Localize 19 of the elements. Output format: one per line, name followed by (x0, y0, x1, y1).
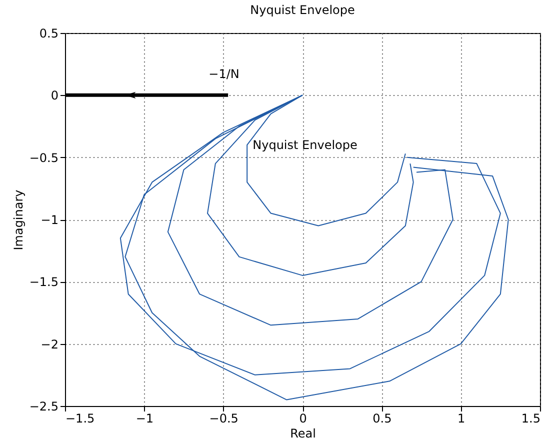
x-tick-label: 0.5 (372, 412, 392, 426)
chart-title: Nyquist Envelope (250, 3, 355, 17)
x-tick-label: −1 (136, 412, 154, 426)
x-tick-label: 0 (299, 412, 307, 426)
y-tick-label: −1 (40, 213, 58, 227)
y-tick-label: −1.5 (29, 275, 58, 290)
y-tick-label: −2.5 (29, 400, 58, 414)
x-tick-label: 1 (458, 412, 466, 426)
y-tick-label: −0.5 (29, 150, 58, 165)
x-tick-label: −1.5 (66, 412, 95, 426)
annotation: −1/N (208, 67, 240, 81)
y-tick-label: 0.5 (39, 26, 58, 40)
x-tick-label: 1.5 (521, 412, 540, 426)
y-axis-title: Imaginary (11, 190, 26, 250)
y-tick-label: −2 (40, 337, 58, 352)
y-tick-label: 0 (50, 88, 58, 103)
annotation: Nyquist Envelope (252, 138, 358, 152)
x-axis-title: Real (290, 426, 316, 440)
x-tick-label: −0.5 (209, 412, 238, 426)
